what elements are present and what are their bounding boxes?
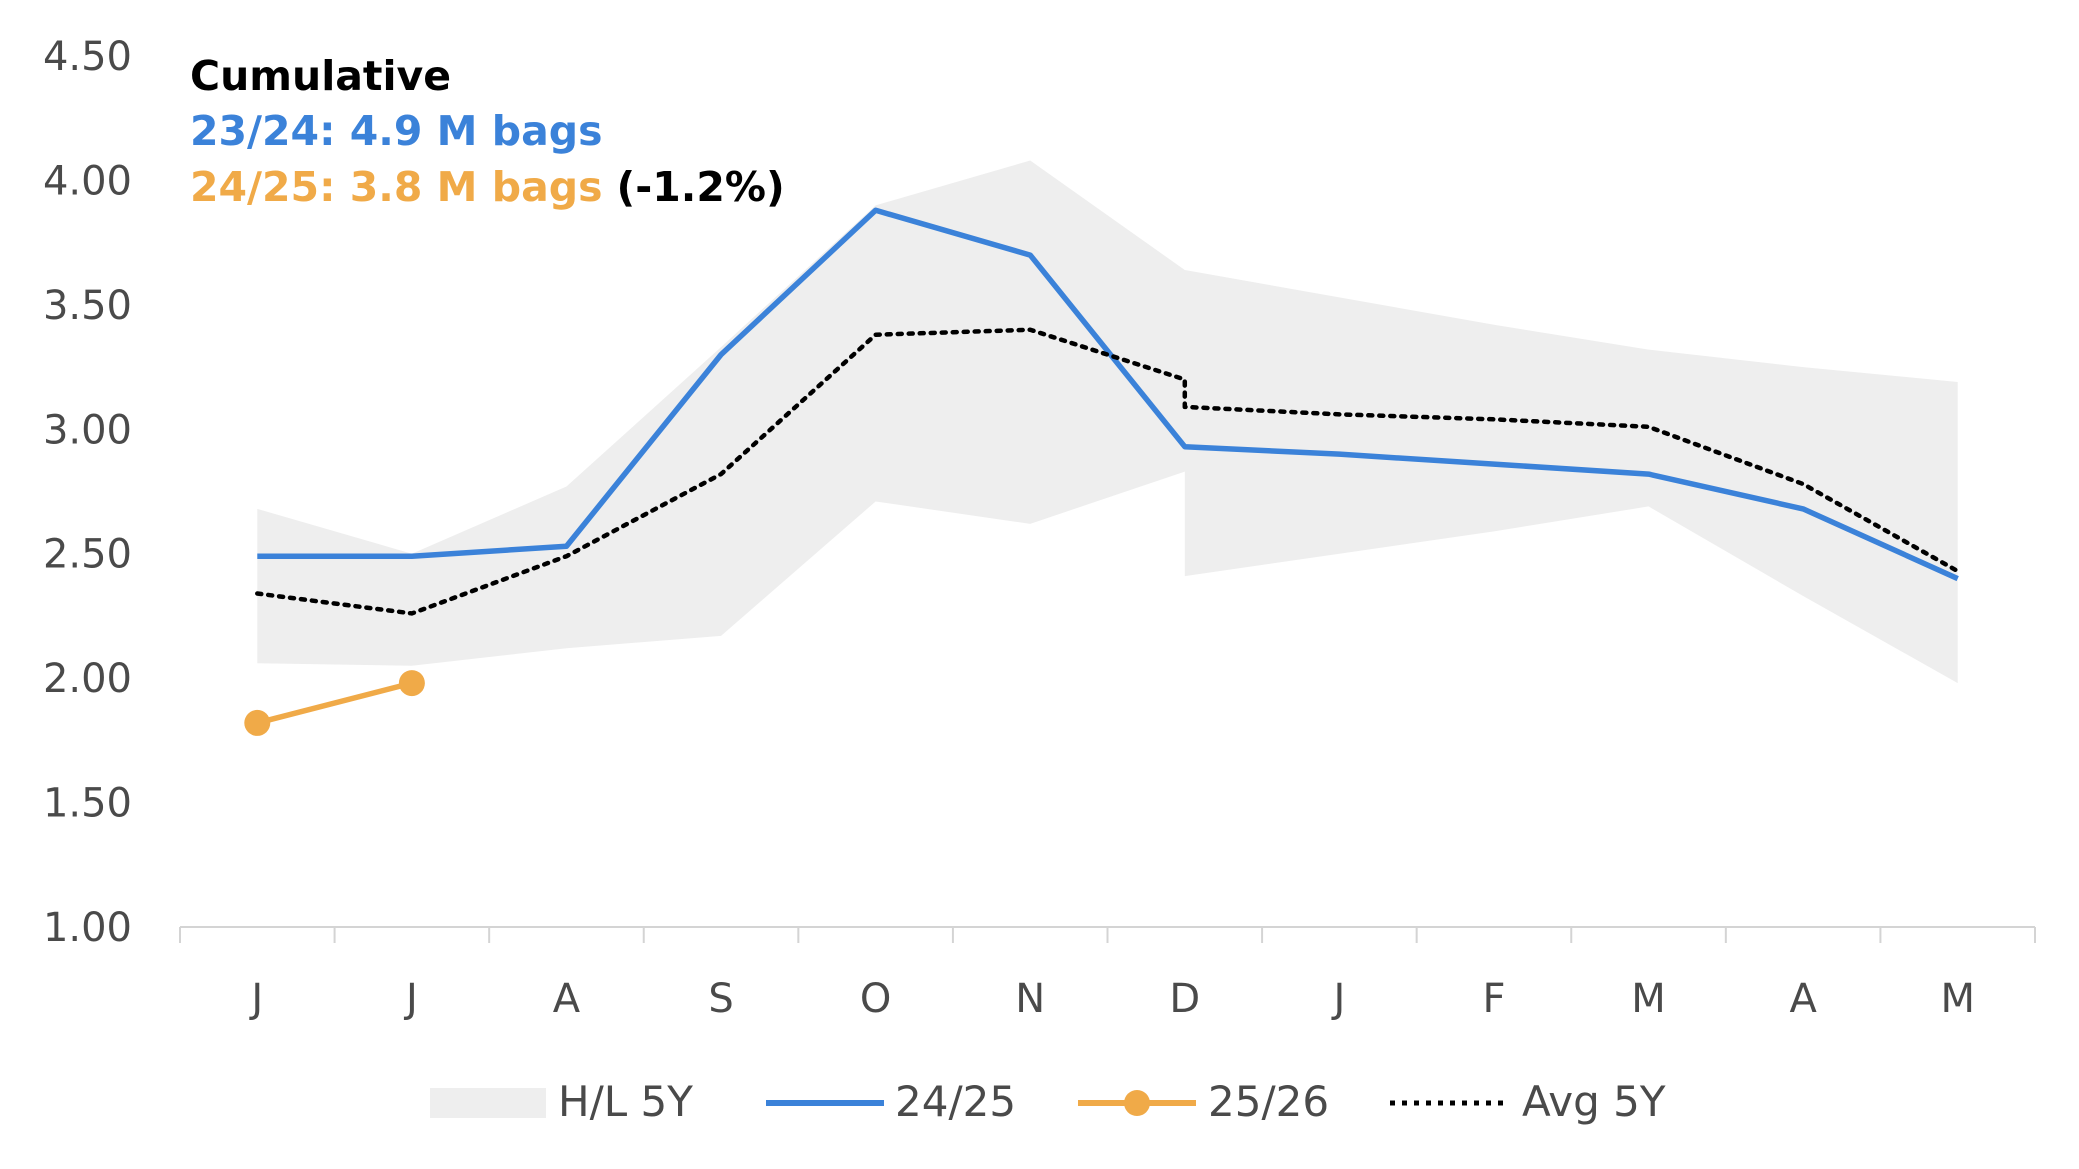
x-tick-label: A [553,976,581,1022]
annotation-line-2425: 24/25: 3.8 M bags (-1.2%) [190,163,785,211]
x-axis [179,926,2036,943]
hl-5y-band-layer [257,160,1958,684]
annotation-title: Cumulative [190,52,451,100]
legend-label-2526: 25/26 [1208,1077,1329,1126]
y-tick-label: 1.00 [43,905,132,951]
y-tick-label: 2.50 [43,532,132,578]
x-tick-label: A [1789,976,1817,1022]
x-tick-label: M [1631,976,1666,1022]
y-tick-label: 4.50 [43,34,132,80]
series-line-24-25 [257,207,1959,582]
x-tick-label: F [1482,976,1505,1022]
y-tick-label: 3.00 [43,407,132,453]
series-point-25-26 [244,709,271,736]
series-line-avg-5y [255,327,1960,616]
x-tick-label: J [403,976,418,1022]
legend-swatch-2526-marker [1124,1090,1150,1116]
annotation-line-2425-label: 24/25: 3.8 M bags [190,163,603,211]
x-tick-label: N [1015,976,1045,1022]
y-tick-label: 1.50 [43,781,132,827]
x-tick-label: S [708,976,733,1022]
annotation-line-2324: 23/24: 4.9 M bags [190,107,603,155]
x-tick-label: J [1330,976,1345,1022]
x-tick-label: D [1169,976,1200,1022]
x-tick-label: M [1940,976,1975,1022]
annotation-line-2425-change: (-1.2%) [617,163,785,211]
legend-label-avg-5y: Avg 5Y [1522,1077,1666,1126]
x-tick-label: J [248,976,263,1022]
legend-label-2425: 24/25 [895,1077,1016,1126]
y-tick-label: 4.00 [43,158,132,204]
y-tick-label: 2.00 [43,656,132,702]
x-tick-label: O [860,976,891,1022]
series-line-25-26 [256,680,413,726]
legend: H/L 5Y 24/25 25/26 Avg 5Y [430,1077,1666,1126]
hl-5y-band [257,160,1958,684]
legend-swatch-hl-5y [430,1088,546,1118]
y-axis-ticks: 1.00 1.50 2.00 2.50 3.00 3.50 4.00 4.50 [43,34,132,951]
series-point-25-26 [398,670,425,697]
series-layer [244,207,1960,736]
legend-label-hl-5y: H/L 5Y [558,1077,693,1126]
y-tick-label: 3.50 [43,283,132,329]
